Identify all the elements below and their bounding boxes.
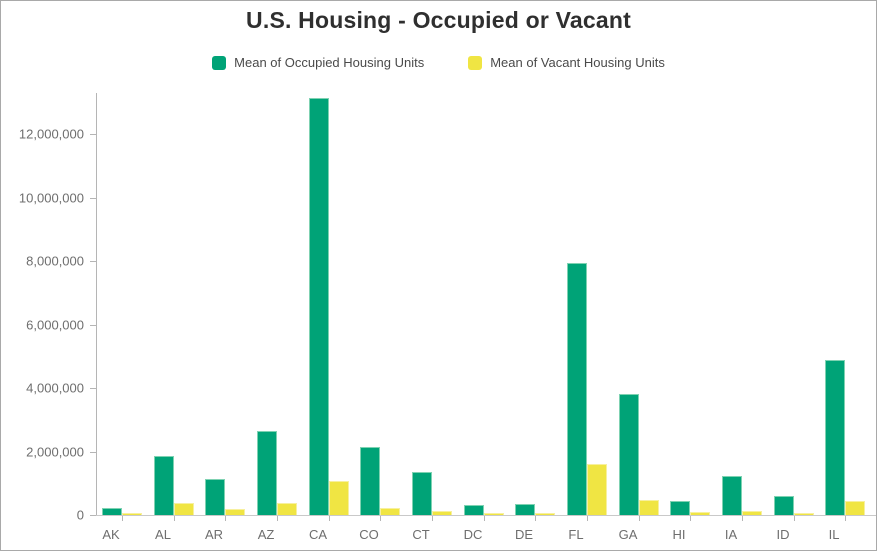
legend-item-occupied[interactable]: Mean of Occupied Housing Units: [212, 55, 424, 70]
bar-vacant-DE[interactable]: [535, 513, 555, 515]
bar-occupied-AR[interactable]: [205, 479, 225, 515]
x-axis-tick: [742, 516, 743, 521]
bar-occupied-IA[interactable]: [722, 476, 742, 515]
x-axis-label-AL: AL: [155, 527, 171, 542]
x-axis-tick: [794, 516, 795, 521]
x-axis-tick: [690, 516, 691, 521]
x-axis-line: [96, 515, 876, 516]
occupied-swatch-icon: [212, 55, 227, 70]
x-axis-label-GA: GA: [618, 527, 638, 542]
x-axis-tick: [845, 516, 846, 521]
y-axis-tick-label: 4,000,000: [26, 380, 84, 396]
bar-vacant-IA[interactable]: [742, 511, 762, 515]
x-axis-tick: [122, 516, 123, 521]
bar-occupied-DE[interactable]: [515, 504, 535, 515]
bar-vacant-AZ[interactable]: [277, 503, 297, 515]
y-axis-tick: [90, 452, 96, 453]
vacant-swatch-icon: [468, 55, 483, 70]
bar-vacant-DC[interactable]: [484, 513, 504, 515]
y-axis-line: [96, 93, 97, 515]
x-axis-tick: [174, 516, 175, 521]
bar-vacant-CA[interactable]: [329, 481, 349, 515]
bar-vacant-CT[interactable]: [432, 511, 452, 515]
x-axis-label-AK: AK: [102, 527, 120, 542]
bar-occupied-ID[interactable]: [774, 496, 794, 515]
y-axis-tick: [90, 261, 96, 262]
x-axis-tick: [587, 516, 588, 521]
y-axis-tick-label: 6,000,000: [26, 317, 84, 333]
y-axis-tick: [90, 325, 96, 326]
legend: Mean of Occupied Housing Units Mean of V…: [1, 55, 876, 70]
x-axis-tick: [535, 516, 536, 521]
chart-title: U.S. Housing - Occupied or Vacant: [246, 7, 631, 33]
legend-label-vacant: Mean of Vacant Housing Units: [490, 55, 665, 70]
bar-vacant-IL[interactable]: [845, 501, 865, 515]
bar-occupied-AZ[interactable]: [257, 431, 277, 515]
bar-occupied-GA[interactable]: [619, 394, 639, 515]
x-axis-label-IA: IA: [724, 527, 738, 542]
bar-vacant-AK[interactable]: [122, 513, 142, 515]
y-axis-tick-label: 8,000,000: [26, 253, 84, 269]
y-axis-tick-label: 12,000,000: [18, 126, 84, 142]
bar-vacant-ID[interactable]: [794, 513, 814, 515]
bar-vacant-GA[interactable]: [639, 500, 659, 515]
y-axis-tick: [90, 198, 96, 199]
x-axis-label-CO: CO: [359, 527, 379, 542]
bar-vacant-CO[interactable]: [380, 508, 400, 515]
bar-occupied-CT[interactable]: [412, 472, 432, 515]
bar-occupied-AL[interactable]: [154, 456, 174, 515]
bar-occupied-IL[interactable]: [825, 360, 845, 515]
bar-vacant-AL[interactable]: [174, 503, 194, 515]
x-axis-tick: [225, 516, 226, 521]
x-axis-tick: [380, 516, 381, 521]
bar-vacant-HI[interactable]: [690, 512, 710, 515]
x-axis-tick: [329, 516, 330, 521]
x-axis-label-DE: DE: [514, 527, 534, 542]
x-axis-label-CA: CA: [308, 527, 328, 542]
x-axis-tick: [432, 516, 433, 521]
x-axis-label-FL: FL: [568, 527, 584, 542]
x-axis-label-AR: AR: [204, 527, 224, 542]
x-axis-label-CT: CT: [412, 527, 430, 542]
x-axis-tick: [639, 516, 640, 521]
bar-occupied-CA[interactable]: [309, 98, 329, 515]
bar-occupied-HI[interactable]: [670, 501, 690, 515]
bar-vacant-FL[interactable]: [587, 464, 607, 515]
x-axis-tick: [484, 516, 485, 521]
bar-occupied-AK[interactable]: [102, 508, 122, 515]
y-axis-tick: [90, 515, 96, 516]
x-axis-label-IL: IL: [828, 527, 840, 542]
bar-occupied-FL[interactable]: [567, 263, 587, 515]
y-axis-tick: [90, 134, 96, 135]
y-axis-tick-label: 0: [76, 507, 84, 523]
legend-label-occupied: Mean of Occupied Housing Units: [234, 55, 425, 70]
y-axis-tick-label: 10,000,000: [18, 190, 84, 206]
bar-occupied-CO[interactable]: [360, 447, 380, 515]
x-axis-label-DC: DC: [463, 527, 483, 542]
bar-vacant-AR[interactable]: [225, 509, 245, 515]
x-axis-label-AZ: AZ: [257, 527, 275, 542]
y-axis-tick-label: 2,000,000: [26, 444, 84, 460]
x-axis-label-HI: HI: [672, 527, 686, 542]
bar-occupied-DC[interactable]: [464, 505, 484, 515]
y-axis-tick: [90, 388, 96, 389]
legend-item-vacant[interactable]: Mean of Vacant Housing Units: [468, 55, 665, 70]
x-axis-label-ID: ID: [776, 527, 790, 542]
x-axis-tick: [277, 516, 278, 521]
